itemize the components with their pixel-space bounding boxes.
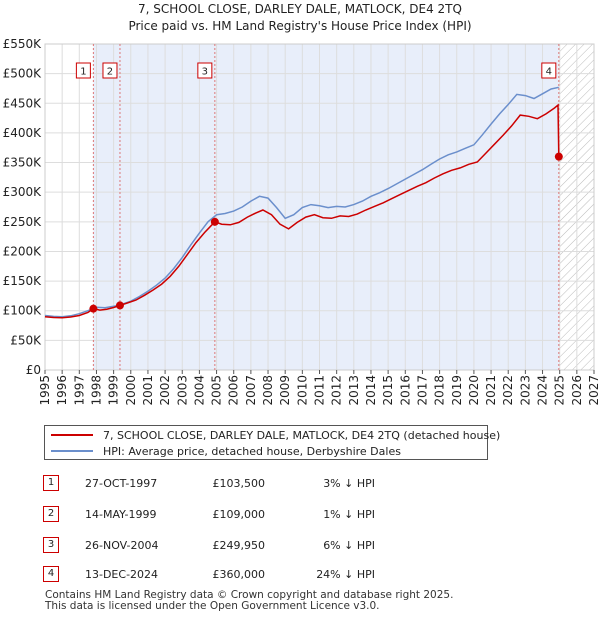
transaction-price: £109,000 bbox=[212, 508, 266, 521]
legend-item-property: 7, SCHOOL CLOSE, DARLEY DALE, MATLOCK, D… bbox=[51, 427, 500, 443]
y-tick-label: £350K bbox=[3, 156, 43, 170]
chart-subtitle: Price paid vs. HM Land Registry's House … bbox=[128, 19, 471, 33]
sale-marker-label: 3 bbox=[202, 67, 208, 78]
sale-marker-box bbox=[197, 62, 213, 79]
x-tick-label: 2021 bbox=[484, 375, 498, 406]
x-tick-label: 2003 bbox=[175, 375, 189, 406]
sale-marker-label: 2 bbox=[107, 67, 113, 78]
x-tick-label: 2023 bbox=[518, 375, 532, 406]
transaction-row: 2 14-MAY-1999 £109,000 1% ↓ HPI bbox=[0, 506, 600, 526]
x-tick-label: 1998 bbox=[89, 375, 103, 406]
footer-line-1: Contains HM Land Registry data © Crown c… bbox=[45, 589, 454, 601]
transaction-row: 3 26-NOV-2004 £249,950 6% ↓ HPI bbox=[0, 537, 600, 557]
y-tick-label: £450K bbox=[3, 96, 43, 110]
legend-swatch-hpi bbox=[51, 450, 93, 452]
x-tick-label: 2000 bbox=[124, 375, 138, 406]
y-tick-label: £300K bbox=[3, 185, 43, 199]
transaction-price: £249,950 bbox=[212, 539, 266, 552]
transaction-number: 1 bbox=[43, 475, 59, 491]
x-tick-label: 2018 bbox=[433, 375, 447, 406]
legend-swatch-property bbox=[51, 434, 93, 436]
transaction-hpi: 3% ↓ HPI bbox=[323, 477, 375, 490]
transaction-hpi: 24% ↓ HPI bbox=[316, 568, 375, 581]
x-tick-label: 2007 bbox=[244, 375, 258, 406]
y-tick-label: £250K bbox=[3, 215, 43, 229]
sale-marker-label: 4 bbox=[546, 67, 552, 78]
sale-marker-box bbox=[102, 62, 118, 79]
x-tick-label: 1996 bbox=[55, 375, 69, 406]
x-tick-label: 2010 bbox=[295, 375, 309, 406]
transaction-row: 4 13-DEC-2024 £360,000 24% ↓ HPI bbox=[0, 566, 600, 586]
x-tick-label: 2022 bbox=[501, 375, 515, 406]
y-tick-label: £400K bbox=[3, 126, 43, 140]
y-tick-label: £100K bbox=[3, 304, 43, 318]
y-tick-label: £200K bbox=[3, 244, 43, 258]
transaction-number: 4 bbox=[43, 566, 59, 582]
transaction-date: 26-NOV-2004 bbox=[85, 539, 159, 552]
x-tick-label: 1999 bbox=[107, 375, 121, 406]
transaction-hpi: 6% ↓ HPI bbox=[323, 539, 375, 552]
x-tick-label: 2026 bbox=[570, 375, 584, 406]
x-tick-label: 2009 bbox=[278, 375, 292, 406]
sale-marker bbox=[210, 217, 219, 226]
x-tick-label: 2014 bbox=[364, 375, 378, 406]
x-tick-label: 2001 bbox=[141, 375, 155, 406]
y-tick-label: £500K bbox=[3, 67, 43, 81]
price-chart: 7, SCHOOL CLOSE, DARLEY DALE, MATLOCK, D… bbox=[3, 2, 600, 406]
sale-marker bbox=[89, 304, 98, 313]
x-tick-label: 1995 bbox=[38, 375, 52, 406]
legend: 7, SCHOOL CLOSE, DARLEY DALE, MATLOCK, D… bbox=[44, 425, 500, 460]
sale-marker-label: 1 bbox=[80, 67, 86, 78]
x-tick-label: 2017 bbox=[415, 375, 429, 406]
x-tick-label: 2013 bbox=[347, 375, 361, 406]
x-tick-label: 1997 bbox=[72, 375, 86, 406]
y-tick-label: £50K bbox=[10, 333, 42, 347]
transaction-price: £360,000 bbox=[212, 568, 266, 581]
y-tick-label: £150K bbox=[3, 274, 43, 288]
transaction-date: 13-DEC-2024 bbox=[85, 568, 159, 581]
x-tick-label: 2016 bbox=[398, 375, 412, 406]
x-tick-label: 2012 bbox=[330, 375, 344, 406]
x-tick-label: 2005 bbox=[210, 375, 224, 406]
legend-label-hpi: HPI: Average price, detached house, Derb… bbox=[103, 444, 401, 458]
footer-line-2: This data is licensed under the Open Gov… bbox=[45, 600, 380, 612]
legend-label-property: 7, SCHOOL CLOSE, DARLEY DALE, MATLOCK, D… bbox=[103, 428, 501, 442]
transaction-price: £103,500 bbox=[212, 477, 266, 490]
footer: Contains HM Land Registry data © Crown c… bbox=[45, 590, 453, 612]
x-tick-label: 2006 bbox=[227, 375, 241, 406]
x-tick-label: 2015 bbox=[381, 375, 395, 406]
x-tick-label: 2002 bbox=[158, 375, 172, 406]
transaction-row: 1 27-OCT-1997 £103,500 3% ↓ HPI bbox=[0, 475, 600, 495]
legend-item-hpi: HPI: Average price, detached house, Derb… bbox=[51, 443, 401, 459]
x-tick-label: 2019 bbox=[450, 375, 464, 406]
transaction-date: 27-OCT-1997 bbox=[85, 477, 158, 490]
y-tick-label: £550K bbox=[3, 37, 43, 51]
x-tick-label: 2011 bbox=[313, 375, 327, 406]
x-tick-label: 2004 bbox=[192, 375, 206, 406]
sale-marker-box bbox=[541, 62, 557, 79]
transaction-hpi: 1% ↓ HPI bbox=[323, 508, 375, 521]
sale-marker-box bbox=[75, 62, 91, 79]
chart-title: 7, SCHOOL CLOSE, DARLEY DALE, MATLOCK, D… bbox=[138, 2, 462, 16]
x-tick-label: 2027 bbox=[587, 375, 600, 406]
y-tick-label: £0 bbox=[26, 363, 41, 377]
x-tick-label: 2008 bbox=[261, 375, 275, 406]
x-tick-label: 2025 bbox=[553, 375, 567, 406]
x-tick-label: 2020 bbox=[467, 375, 481, 406]
transaction-number: 3 bbox=[43, 537, 59, 553]
sale-marker bbox=[115, 301, 124, 310]
x-tick-label: 2024 bbox=[536, 375, 550, 406]
price-paid-line bbox=[44, 103, 561, 319]
transaction-date: 14-MAY-1999 bbox=[85, 508, 157, 521]
sale-marker bbox=[554, 152, 563, 161]
transaction-number: 2 bbox=[43, 506, 59, 522]
